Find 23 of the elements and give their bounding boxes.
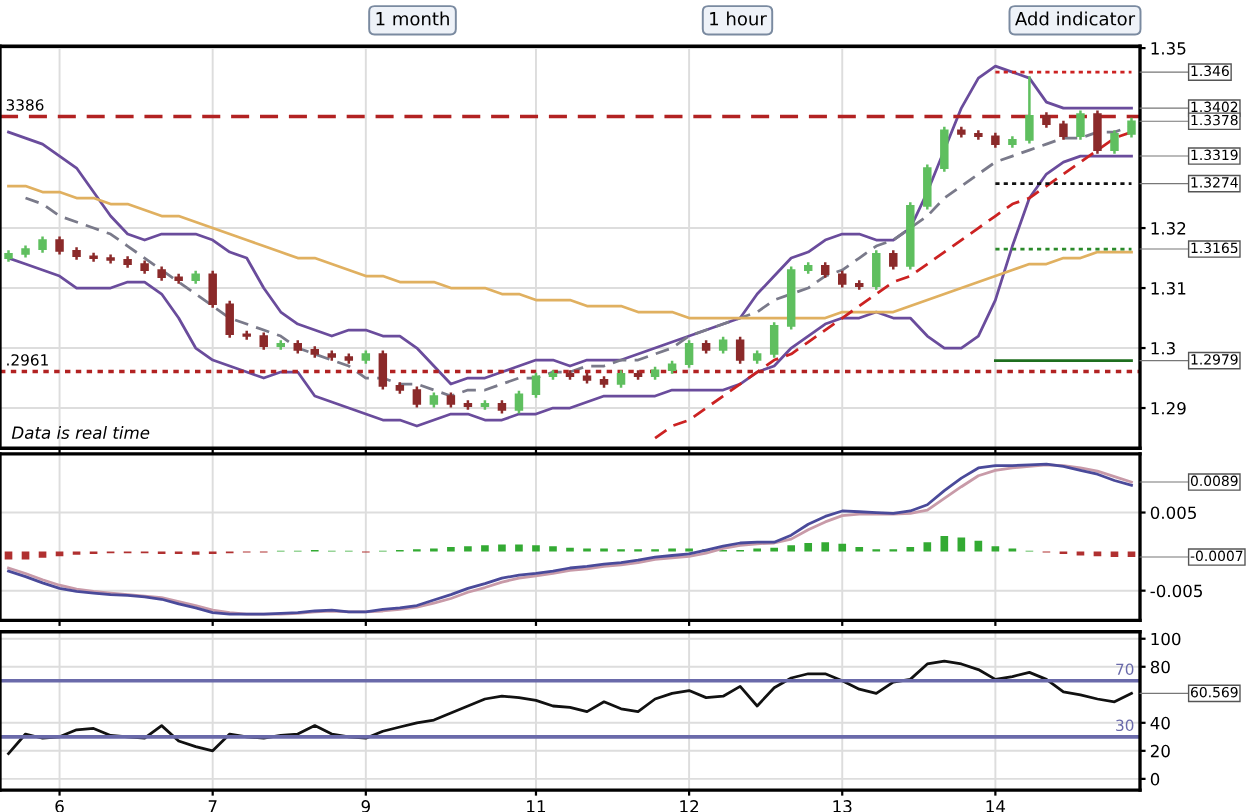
x-tick-label: 9 [361,800,370,812]
y-tick-label: 100 [1151,632,1181,646]
x-tick-label: 12 [680,800,699,812]
text: 1 month [376,11,449,26]
x-tick-label: 11 [527,800,546,812]
y-tick-label: 1.35 [1151,42,1186,55]
x-tick-label: 14 [986,800,1006,812]
y-tick-label: 0.005 [1150,506,1196,520]
annotation: Data is real time [11,426,150,439]
y-tick-label: -0.005 [1150,584,1202,598]
y-tick-label: 20 [1150,744,1170,758]
text: 1 hour [710,11,767,26]
text: Add indicator [1015,11,1136,26]
y-tick-label: 1.31 [1151,282,1186,295]
y-tick-label: 80 [1150,660,1170,674]
y-tick-label: 1.29 [1151,401,1186,415]
y-tick-label: 40 [1150,716,1170,730]
x-tick-label: 13 [833,800,852,812]
x-tick-label: 6 [55,800,64,812]
x-tick-label: 7 [208,800,217,812]
y-tick-label: 1.3 [1151,342,1175,355]
y-tick-label: 0 [1150,772,1160,786]
y-tick-label: 1.32 [1151,222,1186,235]
